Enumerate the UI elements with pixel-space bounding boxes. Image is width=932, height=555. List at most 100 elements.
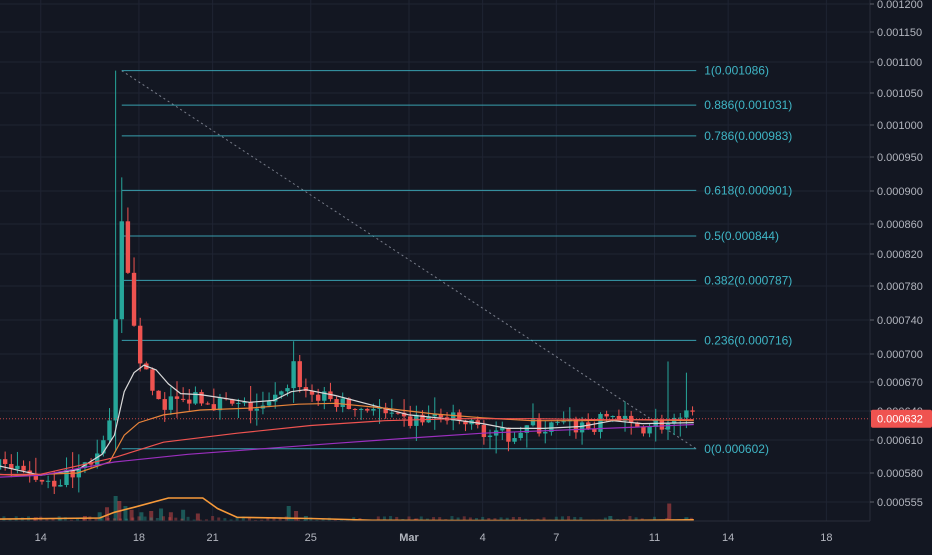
volume-bar: [192, 519, 196, 521]
volume-bar: [438, 517, 442, 521]
fib-level-label: 0.236(0.000716): [704, 333, 792, 347]
price-axis-label: 0.001200: [877, 0, 923, 11]
price-axis-label: 0.000780: [877, 281, 923, 293]
candle-body: [622, 415, 628, 421]
candle-body: [463, 420, 468, 425]
volume-bar: [211, 516, 215, 521]
candle-body: [180, 398, 186, 400]
volume-bar: [129, 509, 134, 521]
time-axis-label: 14: [722, 532, 734, 544]
last-price-tag-label: 0.000632: [877, 414, 923, 426]
candle-body: [156, 390, 161, 400]
price-axis-label: 0.000610: [877, 435, 923, 447]
volume-bar: [229, 519, 233, 521]
candle-body: [512, 438, 517, 442]
volume-bar: [149, 517, 153, 521]
candle-body: [174, 396, 180, 399]
candle-body: [432, 414, 437, 417]
volume-bar: [315, 519, 319, 521]
fib-level-label: 0.886(0.001031): [704, 98, 792, 112]
candle-body: [315, 394, 321, 401]
price-axis-label: 0.000580: [877, 468, 923, 480]
volume-bar: [628, 516, 632, 521]
candle-body: [230, 399, 235, 404]
candle-body: [573, 419, 579, 433]
fib-level-label: 0.786(0.000983): [704, 129, 792, 143]
fib-level-label: 1(0.001086): [704, 64, 769, 78]
volume-bar: [260, 519, 264, 521]
volume-bar: [456, 517, 460, 521]
candle-body: [113, 319, 118, 421]
volume-bar: [131, 517, 135, 521]
moving-average-line: [0, 423, 694, 478]
candle-body: [365, 408, 370, 411]
candle-body: [641, 426, 646, 434]
volume-bar: [123, 506, 128, 521]
candle-body: [199, 392, 204, 404]
time-axis-label: 18: [133, 532, 145, 544]
volume-bar: [634, 517, 638, 521]
candle-body: [33, 473, 39, 480]
price-axis-label: 0.001000: [877, 120, 923, 132]
candle-body: [549, 422, 554, 432]
fib-level-label: 0.5(0.000844): [704, 229, 779, 243]
candle-body: [524, 425, 530, 433]
moving-average-line: [0, 364, 694, 476]
candle-body: [371, 408, 376, 411]
volume-bar: [105, 507, 110, 521]
volume-bar: [554, 516, 558, 521]
volume-bar: [97, 512, 102, 521]
volume-bar: [389, 516, 393, 521]
price-axis-label: 0.001050: [877, 88, 923, 100]
candle-body: [340, 398, 345, 408]
candle-body: [205, 403, 210, 405]
volume-bar: [573, 516, 577, 521]
candle-body: [408, 416, 413, 426]
candle-body: [125, 221, 131, 273]
candle-body: [635, 422, 640, 427]
volume-bar: [511, 516, 515, 521]
volume-bar: [667, 503, 672, 521]
volume-bar: [33, 518, 37, 521]
time-axis-label: 18: [820, 532, 832, 544]
candle-body: [684, 410, 689, 418]
moving-average-line: [0, 418, 694, 476]
last-price-tag[interactable]: [871, 409, 932, 428]
time-axis-label: Mar: [399, 532, 419, 544]
volume-bar: [106, 517, 110, 521]
price-axis-label: 0.000950: [877, 152, 923, 164]
price-axis-label: 0.001100: [877, 57, 922, 69]
candle-body: [555, 421, 560, 423]
candle-body: [383, 407, 388, 414]
volume-bar: [82, 518, 86, 521]
volume-bar: [382, 516, 386, 521]
candle-body: [389, 412, 395, 414]
volume-bar: [241, 516, 245, 521]
volume-bar: [286, 506, 291, 521]
price-axis-label: 0.001150: [877, 27, 922, 39]
volume-bar: [608, 516, 613, 521]
volume-bar: [125, 518, 129, 521]
candle-body: [211, 404, 217, 411]
price-axis-label: 0.000670: [877, 377, 923, 389]
time-axis-label: 21: [206, 532, 218, 544]
fib-level-label: 0.382(0.000787): [704, 273, 792, 287]
candle-body: [395, 412, 401, 414]
candle-body: [481, 424, 487, 438]
volume-bar: [100, 517, 104, 521]
candle-body: [95, 453, 100, 465]
candle-body: [610, 416, 615, 418]
candle-body: [450, 412, 456, 421]
volume-bar: [278, 517, 282, 521]
candle-body: [266, 401, 272, 406]
candle-body: [420, 414, 425, 423]
candle-body: [0, 459, 2, 470]
price-axis-label: 0.000820: [877, 249, 923, 261]
volume-bar: [235, 516, 239, 521]
candle-body: [58, 485, 63, 487]
volume-bar: [58, 518, 63, 521]
volume-bar: [69, 519, 73, 521]
